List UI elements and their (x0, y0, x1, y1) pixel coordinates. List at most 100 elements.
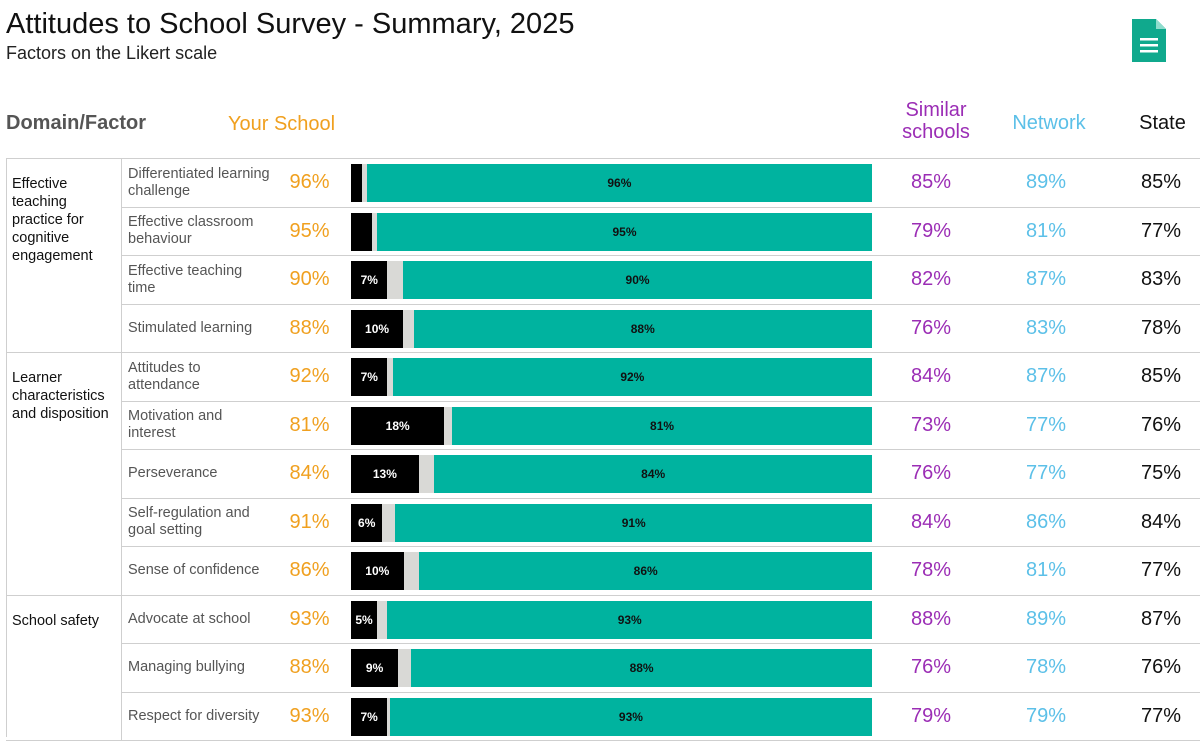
similar-schools-value: 76% (892, 644, 970, 692)
your-school-value: 91% (272, 499, 347, 547)
network-value: 86% (1007, 499, 1085, 547)
state-value: 77% (1122, 547, 1200, 595)
your-school-value: 88% (272, 305, 347, 353)
similar-schools-value: 76% (892, 305, 970, 353)
bar-segment-positive: 96% (367, 164, 872, 202)
stacked-bar: 13% 84% (351, 455, 872, 493)
similar-schools-value: 76% (892, 450, 970, 498)
factor-label: Advocate at school (128, 596, 273, 644)
bar-segment-neutral (419, 455, 435, 493)
bar-segment-positive: 95% (377, 213, 872, 251)
network-value: 87% (1007, 256, 1085, 304)
similar-schools-value: 79% (892, 208, 970, 256)
your-school-value: 88% (272, 644, 347, 692)
your-school-value: 81% (272, 402, 347, 450)
state-value: 83% (1122, 256, 1200, 304)
state-value: 87% (1122, 596, 1200, 644)
column-header-your-school: Your School (228, 113, 335, 136)
bar-segment-negative: 10% (351, 310, 403, 348)
factor-label: Effective teaching time (128, 256, 273, 304)
your-school-value: 84% (272, 450, 347, 498)
state-value: 76% (1122, 644, 1200, 692)
stacked-bar: 10% 88% (351, 310, 872, 348)
bar-segment-neutral (377, 601, 387, 639)
similar-schools-value: 73% (892, 402, 970, 450)
bar-segment-negative: 6% (351, 504, 382, 542)
page-title: Attitudes to School Survey - Summary, 20… (6, 8, 574, 41)
network-value: 79% (1007, 693, 1085, 741)
stacked-bar: 96% (351, 164, 872, 202)
document-icon[interactable] (1132, 19, 1166, 62)
factor-label: Differentiated learning challenge (128, 159, 273, 207)
bar-segment-negative: 7% (351, 261, 387, 299)
stacked-bar: 95% (351, 213, 872, 251)
stacked-bar: 10%86% (351, 552, 872, 590)
network-value: 78% (1007, 644, 1085, 692)
page-subtitle: Factors on the Likert scale (6, 43, 217, 64)
domain-cell: Effective teaching practice for cognitiv… (6, 159, 122, 353)
factor-label: Perseverance (128, 450, 273, 498)
similar-schools-value: 84% (892, 353, 970, 401)
bar-segment-positive: 88% (414, 310, 872, 348)
your-school-value: 93% (272, 596, 347, 644)
bar-segment-positive: 91% (395, 504, 871, 542)
similar-header-line1: Similar (880, 99, 992, 121)
your-school-value: 92% (272, 353, 347, 401)
similar-schools-value: 88% (892, 596, 970, 644)
bar-segment-positive: 84% (434, 455, 872, 493)
bar-segment-negative: 18% (351, 407, 444, 445)
bar-segment-neutral (444, 407, 452, 445)
stacked-bar: 6% 91% (351, 504, 872, 542)
bar-segment-neutral (387, 261, 403, 299)
similar-schools-value: 82% (892, 256, 970, 304)
domain-cell: School safety (6, 596, 122, 741)
state-value: 76% (1122, 402, 1200, 450)
similar-header-line2: schools (880, 121, 992, 143)
network-value: 89% (1007, 596, 1085, 644)
your-school-value: 90% (272, 256, 347, 304)
factor-label: Stimulated learning (128, 305, 273, 353)
your-school-value: 95% (272, 208, 347, 256)
bar-segment-neutral (398, 649, 411, 687)
network-value: 81% (1007, 208, 1085, 256)
factor-label: Managing bullying (128, 644, 273, 692)
state-value: 75% (1122, 450, 1200, 498)
factor-label: Sense of confidence (128, 547, 273, 595)
bar-segment-neutral (403, 310, 413, 348)
bar-segment-negative: 9% (351, 649, 398, 687)
bar-segment-positive: 90% (403, 261, 872, 299)
factor-label: Effective classroom behaviour (128, 208, 273, 256)
bar-segment-neutral (404, 552, 420, 590)
network-value: 87% (1007, 353, 1085, 401)
bar-segment-positive: 81% (452, 407, 872, 445)
bar-segment-negative (351, 213, 372, 251)
bar-segment-negative: 7% (351, 698, 387, 736)
column-header-domain: Domain/Factor (6, 112, 146, 135)
your-school-value: 93% (272, 693, 347, 741)
domain-cell: Learner characteristics and disposition (6, 353, 122, 596)
stacked-bar: 18%81% (351, 407, 872, 445)
bar-segment-positive: 88% (411, 649, 872, 687)
factor-label: Respect for diversity (128, 693, 273, 741)
state-value: 78% (1122, 305, 1200, 353)
column-header-similar-schools: Similar schools (880, 99, 992, 143)
factor-label: Self-regulation and goal setting (128, 499, 273, 547)
similar-schools-value: 85% (892, 159, 970, 207)
factor-label: Motivation and interest (128, 402, 273, 450)
stacked-bar: 9% 88% (351, 649, 872, 687)
network-value: 77% (1007, 450, 1085, 498)
bar-segment-negative: 13% (351, 455, 419, 493)
similar-schools-value: 84% (892, 499, 970, 547)
bar-segment-neutral (382, 504, 395, 542)
network-value: 77% (1007, 402, 1085, 450)
stacked-bar: 7%93% (351, 698, 872, 736)
